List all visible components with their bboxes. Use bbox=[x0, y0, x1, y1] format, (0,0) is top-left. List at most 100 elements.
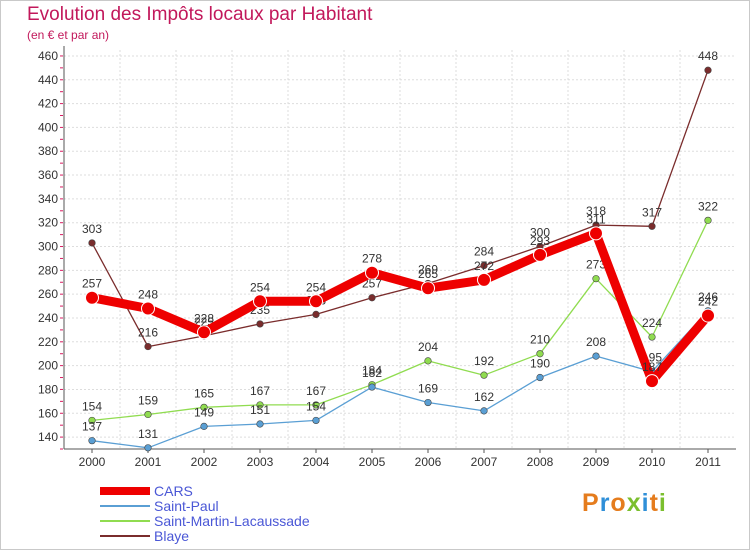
legend-swatch bbox=[100, 520, 150, 522]
data-point bbox=[85, 290, 99, 305]
logo-letter: x bbox=[626, 489, 642, 517]
y-tick-label: 160 bbox=[38, 406, 58, 420]
data-point bbox=[592, 275, 600, 283]
y-tick-label: 240 bbox=[38, 311, 58, 325]
data-point bbox=[200, 422, 208, 430]
data-label: 216 bbox=[138, 326, 158, 340]
data-label: 154 bbox=[82, 399, 102, 413]
legend-item: Saint-Paul bbox=[100, 498, 420, 514]
data-point bbox=[144, 342, 152, 351]
data-point bbox=[365, 265, 379, 280]
x-tick-label: 2003 bbox=[247, 455, 274, 469]
logo-letter: P bbox=[582, 489, 600, 517]
chart-legend: CARS Saint-Paul Saint-Martin-Lacaussade Bla… bbox=[100, 483, 420, 544]
data-label: 190 bbox=[530, 357, 550, 371]
x-tick-label: 2009 bbox=[583, 455, 610, 469]
data-point bbox=[701, 308, 715, 323]
data-point bbox=[536, 373, 544, 382]
data-label: 317 bbox=[642, 205, 662, 219]
data-point bbox=[480, 407, 488, 415]
x-tick-label: 2008 bbox=[527, 455, 554, 469]
data-label: 272 bbox=[474, 259, 494, 273]
series-line-blaye bbox=[91, 69, 709, 348]
y-tick-label: 440 bbox=[38, 73, 58, 87]
data-label: 137 bbox=[82, 420, 102, 434]
data-label: 165 bbox=[194, 386, 214, 400]
data-label: 300 bbox=[530, 226, 550, 240]
data-point bbox=[312, 401, 320, 409]
legend-swatch bbox=[100, 487, 150, 495]
data-label: 278 bbox=[362, 252, 382, 266]
y-tick-label: 340 bbox=[38, 192, 58, 206]
data-point bbox=[648, 222, 656, 230]
logo-letter: i bbox=[658, 489, 667, 517]
data-label: 318 bbox=[586, 204, 606, 218]
x-tick-label: 2007 bbox=[471, 455, 498, 469]
data-label: 254 bbox=[250, 280, 270, 294]
data-label: 448 bbox=[698, 49, 718, 63]
data-point bbox=[704, 66, 712, 74]
data-point bbox=[312, 416, 320, 425]
data-label: 311 bbox=[586, 212, 605, 226]
data-point bbox=[536, 350, 544, 358]
series-saint-martin-lacaussade: 154 159 165 167 167 184 204 192 210 273 224 322 bbox=[82, 199, 718, 425]
legend-label: Saint-Paul bbox=[154, 498, 219, 514]
data-label: 192 bbox=[474, 354, 494, 368]
chart-subtitle: (en € et par an) bbox=[27, 28, 110, 42]
data-label: 151 bbox=[250, 403, 270, 417]
data-label: 184 bbox=[362, 364, 382, 378]
legend-label: CARS bbox=[154, 483, 193, 499]
data-point bbox=[480, 371, 488, 379]
data-point bbox=[88, 239, 96, 247]
logo-letter: r bbox=[599, 489, 611, 517]
y-tick-label: 220 bbox=[38, 335, 58, 349]
data-point bbox=[368, 294, 376, 302]
y-tick-label: 140 bbox=[38, 430, 58, 444]
data-point bbox=[144, 444, 152, 452]
data-label: 293 bbox=[530, 234, 550, 248]
legend-item: Blaye bbox=[100, 528, 420, 544]
data-point bbox=[144, 410, 152, 419]
data-label: 167 bbox=[250, 384, 270, 398]
data-label: 284 bbox=[474, 245, 494, 259]
series-cars: 257 248 228 254 254 278 265 272 293 311 187 242 bbox=[82, 212, 718, 389]
data-label: 131 bbox=[138, 427, 158, 441]
data-label: 159 bbox=[138, 393, 158, 407]
data-label: 149 bbox=[194, 405, 214, 419]
series-line-saint-paul bbox=[91, 310, 709, 449]
data-label: 204 bbox=[418, 340, 438, 354]
data-label: 187 bbox=[642, 360, 662, 374]
x-tick-label: 2011 bbox=[695, 455, 721, 469]
logo-letter: i bbox=[641, 489, 650, 517]
x-tick-label: 2004 bbox=[303, 455, 330, 469]
data-label: 322 bbox=[698, 199, 718, 213]
legend-swatch bbox=[100, 535, 150, 537]
y-tick-label: 420 bbox=[38, 97, 58, 111]
data-label: 224 bbox=[642, 316, 662, 330]
data-label: 167 bbox=[306, 384, 326, 398]
data-label: 242 bbox=[698, 295, 718, 309]
data-label: 265 bbox=[418, 267, 438, 281]
y-tick-label: 360 bbox=[38, 168, 58, 182]
x-tick-label: 2001 bbox=[135, 455, 162, 469]
data-point bbox=[480, 261, 488, 270]
legend-label: Saint-Martin-Lacaussade bbox=[154, 513, 310, 529]
data-point bbox=[256, 420, 264, 428]
logo-letter: t bbox=[649, 489, 659, 517]
data-point bbox=[197, 325, 211, 340]
y-tick-label: 260 bbox=[38, 287, 58, 301]
data-label: 210 bbox=[530, 333, 550, 347]
data-label: 162 bbox=[474, 390, 494, 404]
legend-item: Saint-Martin-Lacaussade bbox=[100, 513, 420, 529]
data-point bbox=[648, 333, 656, 341]
data-point bbox=[424, 398, 432, 407]
y-tick-label: 280 bbox=[38, 263, 58, 277]
x-tick-label: 2006 bbox=[415, 455, 442, 469]
x-tick-label: 2000 bbox=[79, 455, 106, 469]
legend-item: CARS bbox=[100, 483, 420, 499]
logo-letter: o bbox=[610, 489, 627, 517]
data-point bbox=[424, 357, 432, 365]
y-tick-label: 320 bbox=[38, 216, 58, 230]
legend-label: Blaye bbox=[154, 528, 190, 544]
